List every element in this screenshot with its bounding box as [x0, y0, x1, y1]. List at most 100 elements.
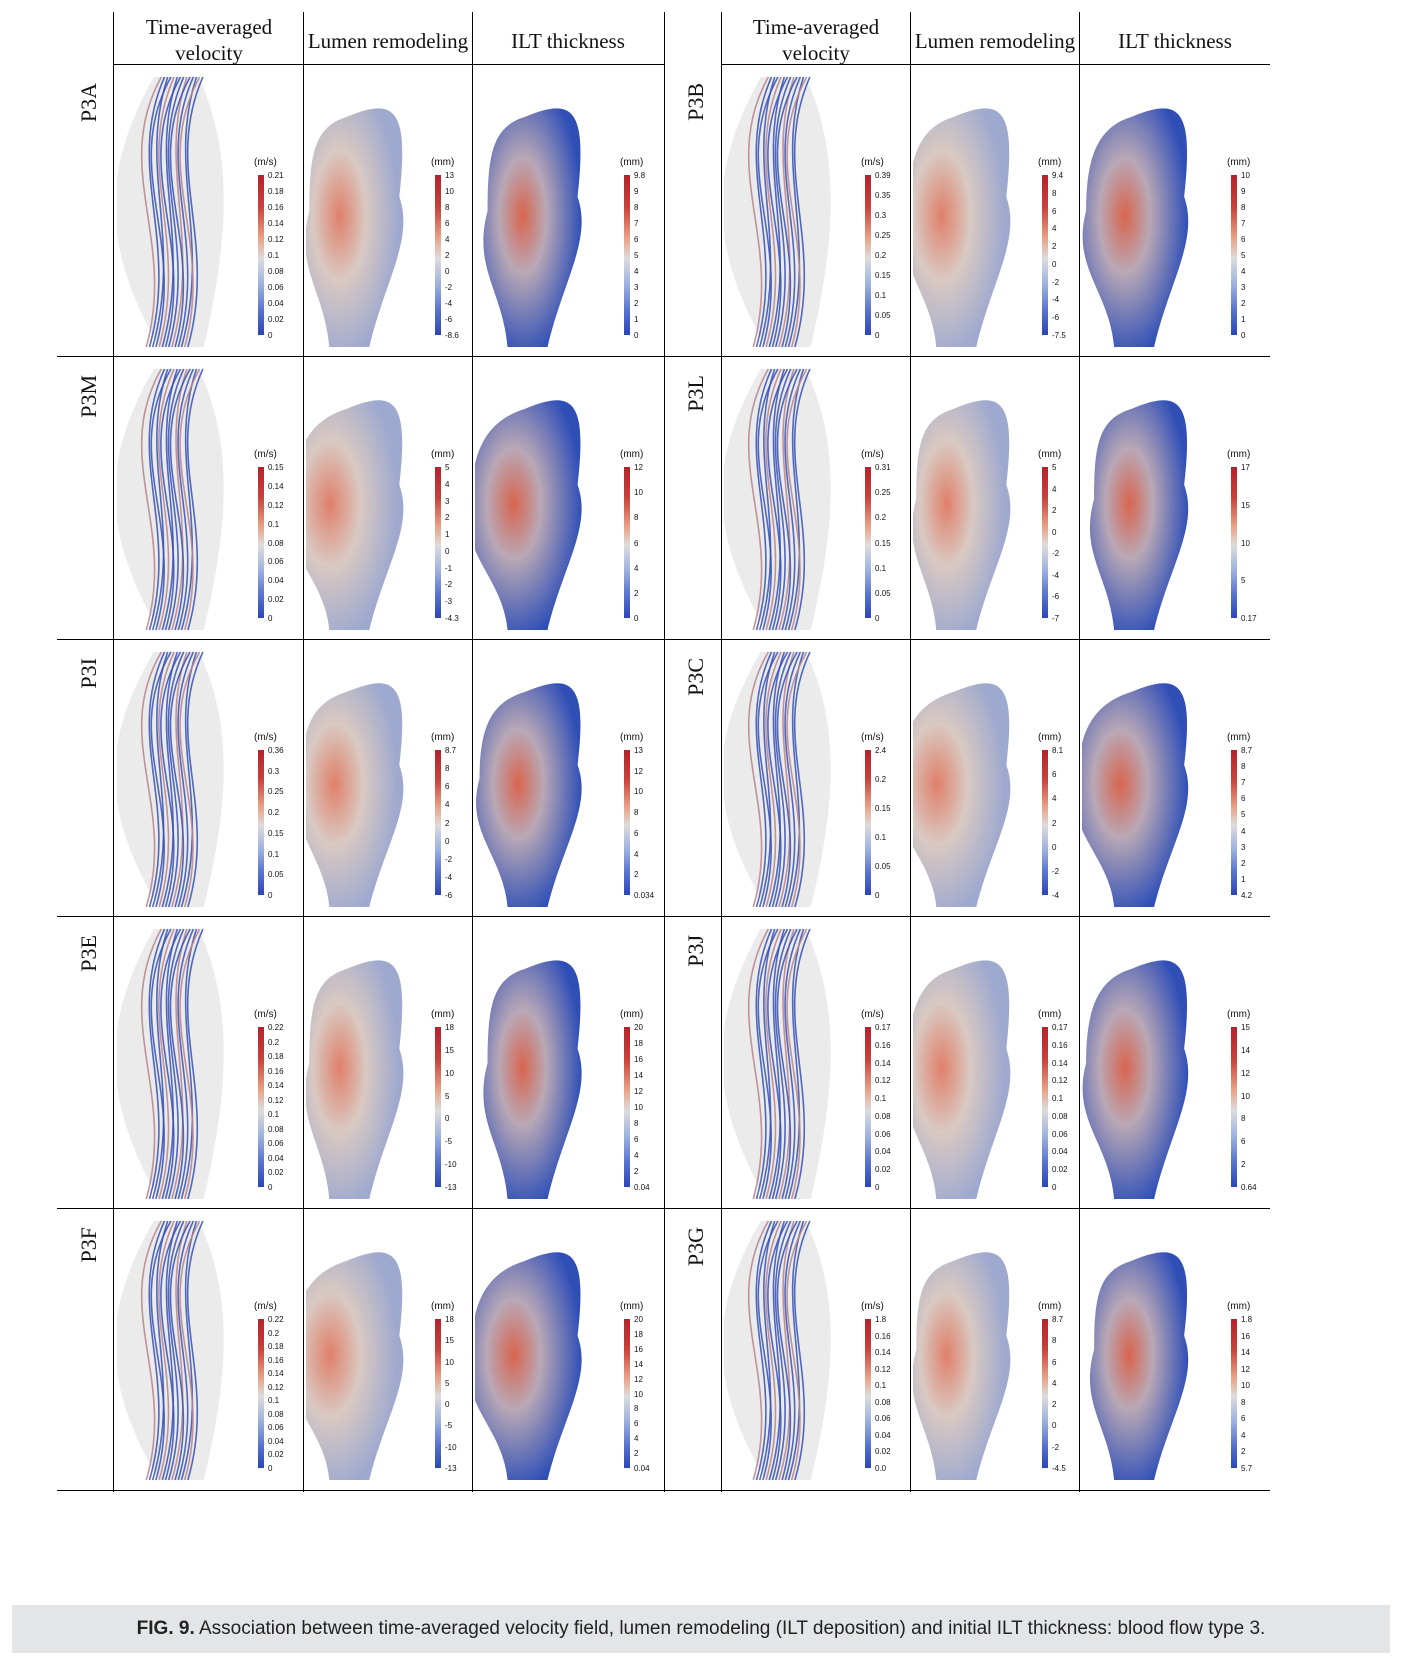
colorbar-tick-label: 0 [875, 614, 880, 623]
colorbar-tick-label: 0.08 [268, 267, 284, 276]
colorbar-unit: (mm) [431, 1301, 455, 1312]
colorbar-tick-label: 4 [634, 267, 639, 276]
colorbar-tick-label: 10 [634, 1103, 643, 1112]
colorbar-tick-label: -7.5 [1052, 331, 1066, 340]
lumen-surface-render [913, 400, 1011, 630]
ilt-surface-render [1089, 1252, 1189, 1480]
lumen-surface-render [913, 960, 1011, 1199]
colorbar-tick-label: 0 [268, 1464, 273, 1473]
row-label-p3i: P3I [76, 658, 101, 689]
colorbar-tick-label: 5 [634, 251, 639, 260]
ilt-surface-render [483, 960, 582, 1199]
colorbar-tick-label: 2 [1052, 242, 1057, 252]
colorbar-tick-label: -4 [1052, 295, 1060, 305]
colorbar [865, 467, 871, 618]
colorbar-tick-label: 5 [1052, 463, 1057, 472]
colorbar-unit: (mm) [1038, 1301, 1062, 1312]
colorbar-tick-label: 6 [634, 235, 639, 244]
colorbar-tick-label: 2 [1052, 506, 1057, 516]
colorbar-tick-label: 0 [875, 331, 880, 340]
colorbar-tick-label: 6 [1241, 794, 1246, 804]
colorbar-tick-label: 6 [445, 782, 450, 792]
caption-label: FIG. 9. [136, 1618, 195, 1639]
header-ilt-left: ILT thickness [511, 29, 625, 53]
colorbar-tick-label: 0.12 [268, 1382, 284, 1392]
streamline-render [724, 928, 831, 1200]
colorbar-tick-label: 0.02 [875, 1447, 891, 1457]
colorbar-unit: (mm) [1038, 449, 1062, 460]
colorbar [1042, 175, 1048, 335]
colorbar-tick-label: 0.16 [268, 1355, 284, 1365]
colorbar-tick-label: 7 [634, 219, 639, 228]
colorbar-tick-label: 0.06 [268, 1423, 284, 1433]
colorbar-tick-label: 0.36 [268, 746, 284, 755]
colorbar-tick-label: 0.06 [268, 283, 284, 292]
colorbar-tick-label: 0.16 [268, 203, 284, 212]
colorbar-tick-label: -2 [445, 580, 453, 590]
colorbar-tick-label: -3 [445, 597, 453, 607]
colorbar [435, 750, 441, 895]
colorbar-tick-label: 0.05 [875, 311, 891, 320]
colorbar-tick-label: 14 [634, 1359, 643, 1369]
colorbar [624, 1027, 630, 1187]
colorbar-tick-label: 0.1 [268, 519, 280, 529]
colorbar-unit: (mm) [431, 732, 455, 743]
colorbar-tick-label: -6 [1052, 313, 1060, 323]
colorbar-unit: (mm) [431, 1009, 455, 1020]
colorbar-tick-label: 8.7 [1241, 746, 1253, 755]
colorbar [435, 1027, 441, 1187]
colorbar-tick-label: 0.1 [268, 849, 280, 859]
colorbar-tick-label: 12 [634, 766, 643, 776]
colorbar-tick-label: 0.08 [875, 1397, 891, 1407]
colorbar-tick-label: 8 [1241, 762, 1246, 772]
colorbar-tick-label: 0.1 [875, 291, 887, 300]
colorbar-tick-label: 8 [634, 203, 639, 212]
streamline-render [724, 76, 831, 348]
header-velocity-right: Time-averaged velocity [752, 15, 880, 65]
colorbar-tick-label: 0.06 [875, 1129, 891, 1139]
colorbar-tick-label: 10 [445, 1068, 454, 1078]
colorbar [1231, 1027, 1237, 1187]
colorbar-tick-label: 4 [634, 563, 639, 573]
colorbar-tick-label: 0.64 [1241, 1183, 1257, 1192]
grid-line [472, 12, 474, 1492]
colorbar-tick-label: 14 [634, 1071, 643, 1080]
streamline-render [117, 368, 224, 631]
colorbar-tick-label: 8 [1052, 1336, 1057, 1346]
colorbar-tick-label: 0.08 [875, 1111, 891, 1121]
colorbar-tick-label: 0.12 [268, 1095, 284, 1105]
colorbar-tick-label: 0.04 [268, 299, 284, 308]
colorbar [865, 1319, 871, 1468]
colorbar-tick-label: 2 [1052, 818, 1057, 828]
colorbar-tick-label: 0.15 [875, 804, 891, 813]
colorbar-tick-label: 0.12 [268, 500, 284, 510]
colorbar-tick-label: 0 [268, 1183, 273, 1192]
row-label-p3l: P3L [683, 375, 708, 412]
colorbar-tick-label: 8 [634, 1119, 639, 1128]
colorbar-tick-label: 7 [1241, 219, 1246, 228]
colorbar-tick-label: -4 [445, 299, 453, 308]
colorbar-tick-label: -4 [1052, 891, 1060, 900]
colorbar-tick-label: 0.05 [268, 870, 284, 880]
colorbar-tick-label: 0.2 [268, 1328, 280, 1338]
colorbar-tick-label: 8 [1241, 1397, 1246, 1407]
colorbar-tick-label: 17 [1241, 463, 1250, 472]
colorbar-tick-label: 0.16 [875, 1040, 891, 1050]
colorbar-tick-label: 10 [1241, 1091, 1250, 1101]
colorbar-tick-label: 0.12 [1052, 1076, 1068, 1086]
colorbar-tick-label: 0.18 [268, 1342, 284, 1352]
colorbar-tick-label: -10 [445, 1160, 457, 1170]
colorbar-tick-label: 0.14 [268, 219, 284, 228]
grid-line [57, 356, 664, 358]
colorbar [624, 467, 630, 618]
colorbar-tick-label: 18 [445, 1315, 454, 1324]
colorbar-tick-label: -2 [1052, 549, 1060, 559]
colorbar-tick-label: 4 [634, 849, 639, 859]
colorbar-tick-label: 0.2 [875, 251, 887, 260]
colorbar-unit: (m/s) [861, 449, 884, 460]
colorbar-tick-label: 12 [1241, 1068, 1250, 1078]
colorbar-tick-label: 0.1 [1052, 1094, 1064, 1104]
colorbar-tick-label: 2 [634, 870, 639, 880]
colorbar-tick-label: -13 [445, 1464, 457, 1473]
grid-line [57, 1490, 1270, 1492]
